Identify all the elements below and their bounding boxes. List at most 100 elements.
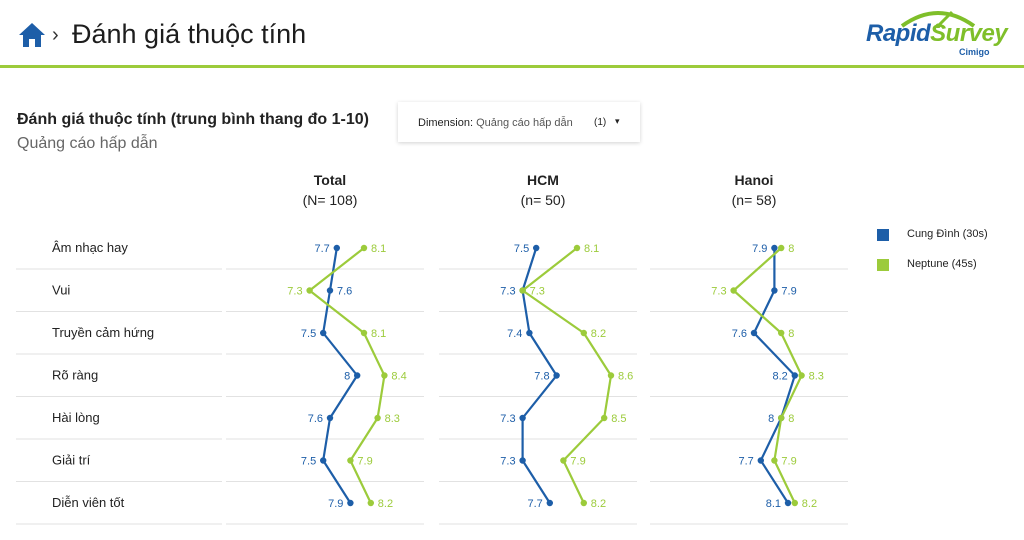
category-label: Diễn viên tốt — [52, 495, 125, 510]
data-label: 7.3 — [500, 413, 515, 425]
data-label: 8.1 — [371, 243, 386, 255]
data-label: 7.9 — [328, 498, 343, 510]
data-label: 7.5 — [514, 243, 529, 255]
breadcrumb-chevron-icon: › — [52, 24, 59, 46]
data-point — [347, 499, 354, 507]
panel-base: (N= 108) — [303, 192, 358, 208]
logo-word-rapid: Rapid — [866, 20, 931, 47]
data-point — [784, 499, 792, 507]
data-point — [360, 244, 368, 252]
page-title: Đánh giá thuộc tính — [72, 19, 307, 49]
data-point — [573, 244, 581, 252]
data-label: 8.1 — [584, 243, 599, 255]
data-point — [580, 499, 587, 507]
data-point — [771, 457, 778, 464]
data-label: 8 — [788, 328, 794, 340]
data-label: 8.3 — [385, 413, 400, 425]
logo-word-survey: Survey — [930, 20, 1008, 47]
data-point — [778, 329, 785, 337]
data-label: 8.3 — [809, 371, 824, 383]
panel-title: HCM — [527, 172, 559, 188]
data-label: 7.6 — [308, 413, 323, 425]
data-point — [533, 244, 540, 252]
data-label: 7.9 — [752, 243, 767, 255]
data-label: 7.5 — [301, 456, 316, 468]
data-label: 8.4 — [391, 371, 406, 383]
data-point — [519, 287, 526, 294]
data-label: 8 — [788, 243, 794, 255]
category-label: Vui — [52, 283, 70, 298]
data-point — [306, 287, 313, 294]
data-point — [367, 499, 374, 507]
logo-gauge-icon — [900, 10, 976, 28]
data-label: 7.6 — [732, 328, 747, 340]
data-point — [526, 329, 533, 337]
panel-title: Total — [314, 172, 346, 188]
data-point — [560, 457, 567, 464]
data-point — [333, 244, 340, 252]
legend-swatch — [877, 259, 889, 271]
data-point — [771, 287, 778, 294]
data-point — [546, 499, 553, 507]
panel-title: Hanoi — [735, 172, 774, 188]
data-label: 7.9 — [357, 456, 372, 468]
data-point — [607, 372, 615, 379]
data-label: 7.7 — [315, 243, 330, 255]
data-label: 8.1 — [766, 498, 781, 510]
data-point — [347, 457, 354, 464]
dimension-label-text: Dimension: — [418, 117, 474, 129]
legend-label: Neptune (45s) — [907, 258, 977, 270]
data-point — [601, 414, 608, 422]
data-point — [326, 414, 334, 422]
home-icon[interactable] — [18, 22, 46, 48]
data-point — [757, 457, 764, 464]
data-label: 8 — [768, 413, 774, 425]
data-label: 7.8 — [534, 371, 549, 383]
data-point — [750, 329, 758, 337]
app-header: › Đánh giá thuộc tính RapidSurvey Cimigo — [0, 0, 1024, 68]
chart-subtitle: Quảng cáo hấp dẫn — [17, 135, 158, 152]
dimension-label: Dimension: Quảng cáo hấp dẫn — [418, 117, 573, 129]
data-point — [354, 372, 361, 379]
chevron-down-icon: ▾ — [615, 116, 620, 126]
data-point — [730, 287, 737, 294]
data-point — [326, 287, 334, 294]
chart-title: Đánh giá thuộc tính (trung bình thang đo… — [17, 111, 369, 128]
data-label: 7.5 — [301, 328, 316, 340]
logo-subtext: Cimigo — [959, 47, 990, 57]
data-point — [778, 244, 785, 252]
dimension-dropdown[interactable]: Dimension: Quảng cáo hấp dẫn (1) ▾ — [398, 102, 640, 142]
data-label: 7.9 — [781, 456, 796, 468]
data-label: 8.2 — [378, 498, 393, 510]
data-point — [791, 372, 798, 379]
panel-base: (n= 50) — [521, 192, 566, 208]
rapid-survey-logo: RapidSurvey Cimigo — [858, 6, 1008, 62]
dimension-count: (1) — [594, 117, 607, 128]
category-label: Hài lòng — [52, 410, 100, 425]
data-point — [771, 244, 778, 252]
data-label: 8 — [788, 413, 794, 425]
data-label: 7.3 — [530, 286, 545, 298]
category-label: Truyền cảm hứng — [52, 325, 154, 340]
data-label: 7.3 — [287, 286, 302, 298]
data-label: 8.2 — [591, 498, 606, 510]
logo-wordmark: RapidSurvey — [866, 20, 1008, 48]
data-point — [374, 414, 381, 422]
data-point — [320, 329, 327, 337]
data-point — [519, 457, 526, 464]
data-label: 8.2 — [773, 371, 788, 383]
data-point — [381, 372, 388, 379]
data-point — [791, 499, 798, 507]
category-label: Âm nhạc hay — [52, 240, 128, 255]
category-label: Giải trí — [52, 453, 91, 468]
data-label: 7.7 — [739, 456, 754, 468]
legend-swatch — [877, 229, 889, 241]
panel-base: (n= 58) — [732, 192, 777, 208]
data-label: 8.2 — [802, 498, 817, 510]
data-point — [798, 372, 805, 379]
data-point — [553, 372, 560, 379]
legend-label: Cung Đình (30s) — [907, 228, 988, 240]
data-label: 8.6 — [618, 371, 633, 383]
category-label: Rõ ràng — [52, 368, 98, 383]
